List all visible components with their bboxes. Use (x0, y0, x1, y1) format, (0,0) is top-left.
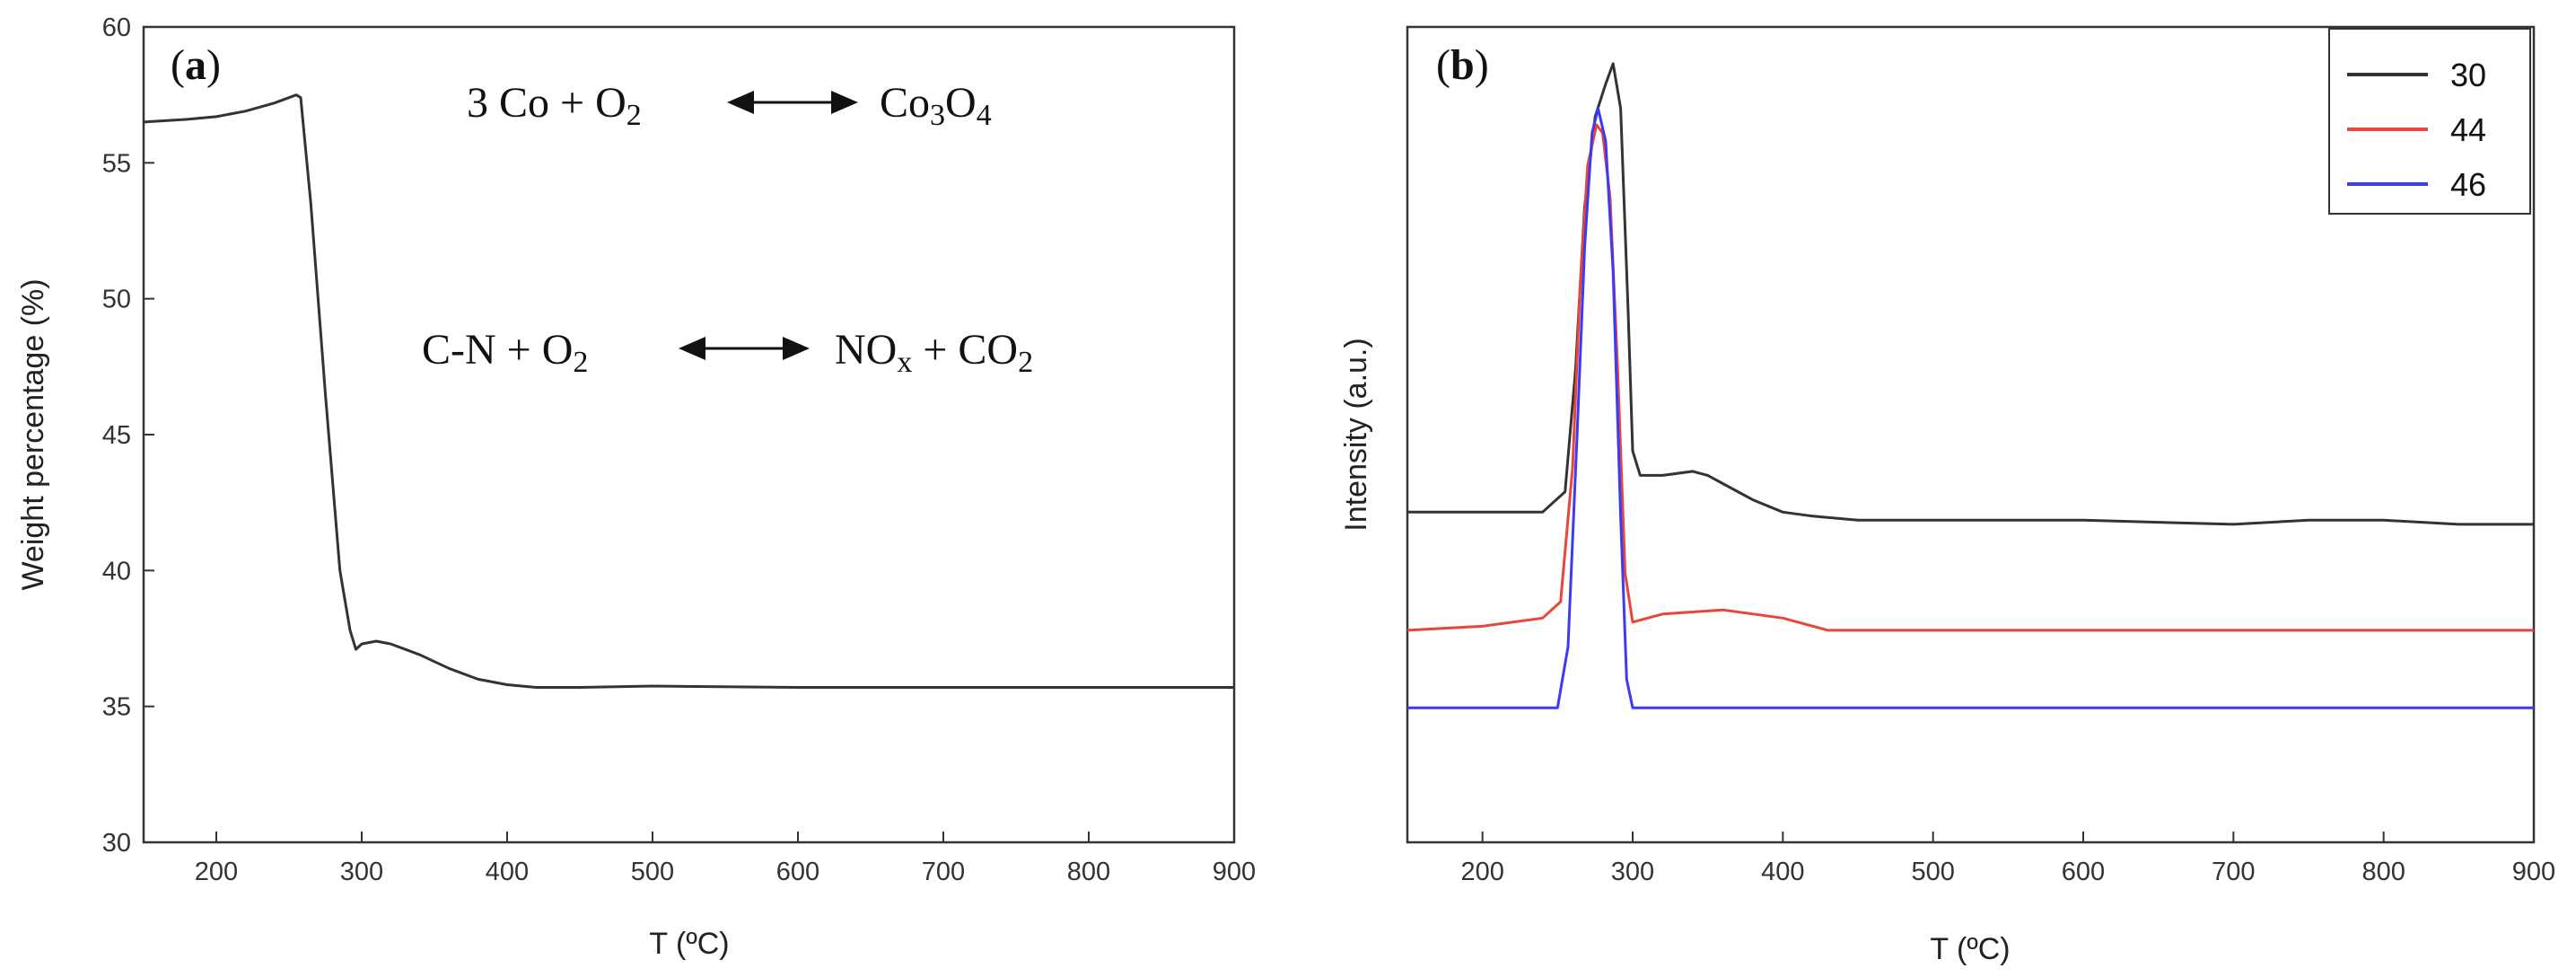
x-tick-label: 400 (486, 858, 529, 886)
series-line-46 (1407, 107, 2534, 709)
equation-cobalt-oxidation: 3 Co + O2 (467, 79, 642, 132)
equation-carbon-nitride-oxidation: C-N + O2 (422, 326, 588, 379)
series-line-weight (143, 93, 1234, 689)
x-tick-label: 900 (1213, 858, 1256, 886)
x-tick-label: 500 (631, 858, 674, 886)
equation-cobalt-oxide-product: Co3O4 (880, 79, 992, 132)
legend-box (2328, 28, 2531, 215)
x-tick-label: 200 (1460, 858, 1503, 886)
x-tick-label: 400 (1761, 858, 1804, 886)
double-arrow-icon (679, 337, 810, 360)
x-tick-label: 800 (2361, 858, 2405, 886)
panel-b-lines (1406, 62, 2534, 709)
y-tick-label: 60 (102, 13, 131, 42)
panel-b-x-axis-title: T (ºC) (1930, 932, 2010, 966)
panel-b-ticks: 200 300 400 500 600 700 800 900 (1460, 832, 2555, 886)
x-tick-label: 200 (195, 858, 238, 886)
panel-a-frame (142, 25, 1236, 844)
panel-a-label: (a) (171, 41, 221, 89)
panel-a: 200 300 400 500 600 700 800 900 30 35 40 45 50 55 60 (… (16, 13, 1256, 961)
x-tick-label: 700 (2212, 858, 2255, 886)
panel-a-ticks: 200 300 400 500 600 700 800 900 30 35 40 45 50 55 60 (102, 13, 1256, 886)
x-tick-label: 300 (1611, 858, 1654, 886)
panel-a-y-axis-title: Weight percentage (%) (16, 278, 50, 590)
y-tick-label: 55 (102, 149, 131, 178)
y-tick-label: 30 (102, 829, 131, 858)
legend-label-44: 44 (2450, 111, 2486, 148)
y-tick-label: 45 (102, 421, 131, 450)
y-tick-label: 35 (102, 693, 131, 722)
legend: 30 44 46 (2328, 28, 2531, 215)
series-line-44 (1406, 123, 2534, 632)
x-tick-label: 600 (776, 858, 819, 886)
panel-b-frame (1406, 25, 2536, 844)
panel-b-y-axis-title: Intensity (a.u.) (1339, 338, 1373, 531)
x-tick-label: 300 (340, 858, 383, 886)
x-tick-label: 800 (1067, 858, 1110, 886)
x-tick-label: 500 (1911, 858, 1954, 886)
y-tick-label: 40 (102, 557, 131, 585)
x-tick-label: 900 (2512, 858, 2555, 886)
x-tick-label: 700 (922, 858, 965, 886)
double-arrow-icon (727, 91, 858, 114)
panel-b: 200 300 400 500 600 700 800 900 (b) 30 44 46 T … (1339, 25, 2555, 966)
x-tick-label: 600 (2062, 858, 2105, 886)
legend-label-46: 46 (2450, 166, 2486, 203)
panel-a-x-axis-title: T (ºC) (649, 927, 729, 961)
y-tick-label: 50 (102, 286, 131, 314)
legend-label-30: 30 (2450, 57, 2486, 93)
equation-gas-products: NOx + CO2 (835, 326, 1033, 379)
panel-a-lines (143, 93, 1234, 689)
panel-b-label: (b) (1436, 41, 1489, 89)
